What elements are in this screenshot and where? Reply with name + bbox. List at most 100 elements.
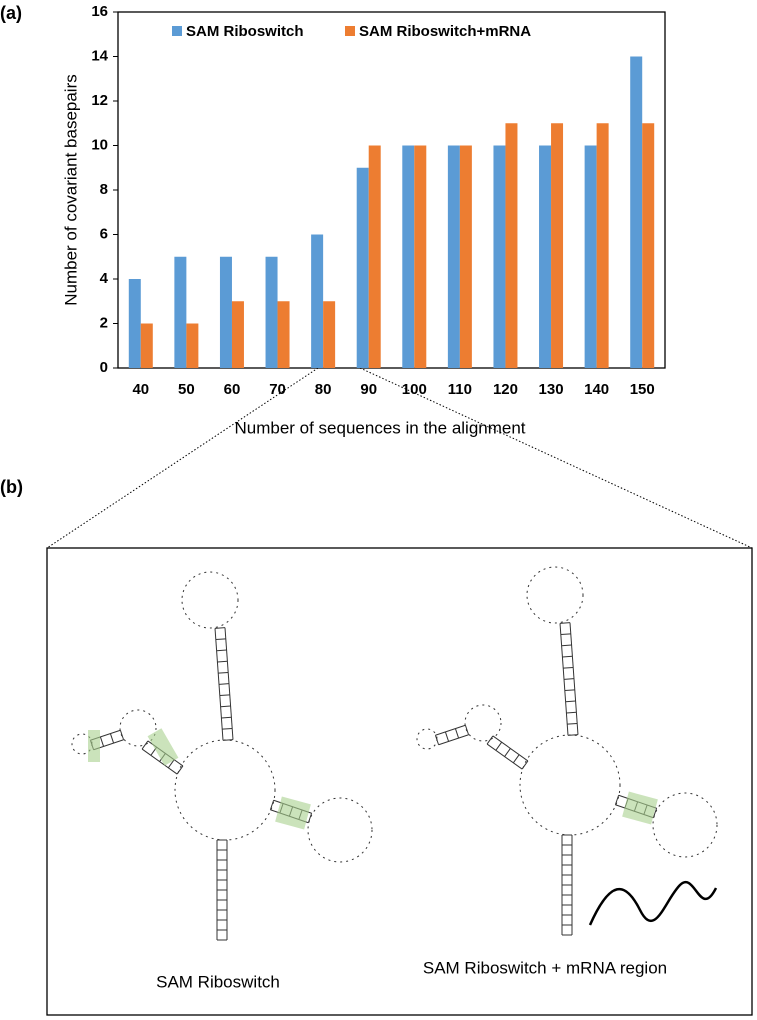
bar [402,145,415,368]
bar [447,145,460,368]
covariation-highlight [622,791,658,825]
rna-loop [519,734,621,836]
base-pair [454,728,460,739]
legend-swatch [345,26,355,36]
base-pair [218,671,229,674]
base-pair [567,722,578,725]
base-pair [217,660,228,663]
bar [174,256,187,368]
base-pair [219,694,230,697]
base-pair [269,800,275,810]
y-tick-label: 8 [100,181,108,198]
diagram-frame [46,547,753,1016]
rna-loop [416,728,438,750]
rna-loop [174,739,276,841]
x-tick-label: 110 [448,381,472,398]
base-pair [614,795,620,805]
base-pair [215,638,226,641]
x-tick-label: 40 [132,381,149,398]
bar [128,279,141,368]
x-tick-label: 150 [630,381,655,398]
rna-loop [119,709,157,747]
base-pair [562,655,573,658]
legend-swatch [172,26,182,36]
y-tick-label: 6 [100,225,108,242]
bar [539,145,552,368]
bar [551,123,564,368]
bar [459,145,472,368]
mrna-strand [588,881,718,926]
base-pair [563,678,575,680]
y-tick-label: 12 [91,92,108,109]
panel-label: (b) [0,477,23,497]
base-pair [218,683,230,685]
x-tick-label: 70 [269,381,286,398]
rna-loop [464,704,502,742]
x-tick-label: 90 [360,381,377,398]
bar [231,301,244,368]
x-tick-label: 50 [178,381,195,398]
base-pair [566,711,577,714]
base-pair [220,705,231,708]
x-tick-label: 140 [584,381,609,398]
base-pair [564,689,575,692]
base-pair [560,633,571,636]
rna-backbone [438,734,469,746]
x-tick-label: 130 [539,381,564,398]
y-tick-label: 10 [91,136,108,153]
x-tick-label: 80 [315,381,332,398]
base-pair [563,666,574,669]
bar [596,123,609,368]
bar [323,301,336,368]
covariation-highlight [147,728,179,766]
x-tick-label: 100 [402,381,427,398]
base-pair [444,731,450,742]
rna-loop [526,566,584,624]
base-pair [512,754,520,764]
legend-label: SAM Riboswitch [186,23,304,40]
bar [414,145,427,368]
y-tick-label: 2 [100,314,108,331]
base-pair [486,735,494,745]
bar [277,301,290,368]
base-pair [167,759,175,769]
bar [140,323,153,368]
bar [630,56,643,368]
bar [356,167,369,368]
bar [368,145,381,368]
base-pair [141,740,149,750]
caption: SAM Riboswitch [156,972,280,991]
bar [642,123,655,368]
y-tick-label: 14 [91,47,108,64]
base-pair [504,748,511,757]
base-pair [214,627,226,629]
bar [493,145,506,368]
base-pair [561,644,572,647]
x-axis-title: Number of sequences in the alignment [234,418,525,437]
base-pair [99,736,105,747]
rna-loop [652,792,718,858]
bar [186,323,199,368]
base-pair [222,727,233,730]
panel-label: (a) [0,3,22,23]
base-pair [495,741,503,751]
bar [311,234,324,368]
plot-frame [117,11,666,369]
x-tick-label: 60 [224,381,241,398]
rna-loop [307,797,373,863]
covariation-highlight [88,730,100,762]
bar [265,256,278,368]
base-pair [221,716,232,719]
base-pair [216,649,227,652]
y-axis-title: Number of covariant basepairs [61,74,80,306]
base-pair [521,760,529,770]
y-tick-label: 4 [100,270,109,287]
bar [505,123,518,368]
x-tick-label: 120 [493,381,518,398]
base-pair [559,622,571,624]
y-tick-label: 0 [100,359,108,376]
rna-loop [181,571,239,629]
base-pair [176,765,184,775]
base-pair [565,700,576,703]
